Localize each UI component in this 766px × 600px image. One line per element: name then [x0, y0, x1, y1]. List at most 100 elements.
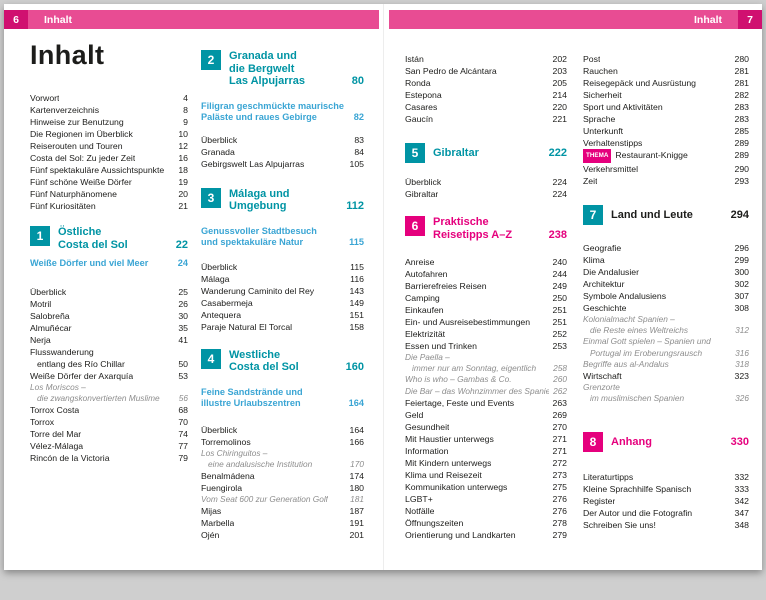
- toc-column-3: Istán 202 San Pedro de Alcántara 203 Ronda 20…: [405, 53, 567, 541]
- toc-entry-title: Fünf schöne Weiße Dörfer: [30, 177, 132, 187]
- toc-entry-page: 271: [552, 433, 568, 444]
- toc-entry-page: 221: [552, 114, 568, 124]
- toc-entry-page: 251: [552, 305, 568, 315]
- toc-entry-page: 276: [552, 505, 568, 516]
- toc-entry-title: Fünf Kuriositäten: [30, 201, 96, 211]
- toc-entry-page: 174: [349, 470, 365, 481]
- toc-entry-title: Estepona: [405, 90, 442, 100]
- toc-entry: Torre del Mar 74: [30, 428, 188, 440]
- toc-entry-page: 84: [354, 146, 364, 157]
- toc-entry: Anreise 240: [405, 256, 567, 268]
- toc-entry: Architektur 302: [583, 278, 749, 290]
- toc-entry-title: Nerja: [30, 334, 51, 345]
- toc-entry-title: Motril: [30, 298, 52, 309]
- subtitle-page: 164: [348, 398, 364, 408]
- toc-entry: Salobreña 30: [30, 310, 188, 322]
- toc-entry: Grenzorte im muslimischen Spanien 326: [583, 382, 749, 404]
- section-header: 2 Granada und die Bergwelt Las Alpujarras 80: [201, 50, 364, 88]
- toc-entry-page: 276: [552, 493, 568, 504]
- section-header: 5 Gibraltar 222: [405, 143, 567, 163]
- toc-entry-title: Barrierefreies Reisen: [405, 281, 487, 291]
- toc-entry: Estepona 214: [405, 89, 567, 101]
- section-title-line: Westliche: [229, 348, 281, 361]
- toc-entry: Sicherheit 282: [583, 89, 749, 101]
- toc-column-1: Vorwort 4 Kartenverzeichnis 8 Hinweise zur B…: [30, 92, 188, 464]
- toc-entry: San Pedro de Alcántara 203: [405, 65, 567, 77]
- toc-entry: Antequera 151: [201, 309, 364, 321]
- toc-entry-page: 187: [349, 506, 365, 517]
- spacer: [583, 232, 749, 242]
- toc-entry-page: 249: [552, 281, 568, 291]
- toc-entry: Benalmádena 174: [201, 470, 364, 482]
- toc-entry-title: Symbole Andalusiens: [583, 291, 667, 301]
- toc-entry-page: 269: [552, 409, 568, 420]
- section-title-line: Las Alpujarras: [229, 75, 306, 87]
- section-title-line: Östliche: [58, 226, 102, 238]
- toc-entry: Notfälle 276: [405, 505, 567, 517]
- toc-entry: Kleine Sprachhilfe Spanisch 333: [583, 483, 749, 495]
- toc-entry-page: 158: [349, 321, 365, 332]
- toc-entry-title: Torrox Costa: [30, 404, 80, 415]
- toc-entry-title: Begriffe aus al-Andalus: [583, 358, 669, 369]
- toc-entry-title: Mit Kindern unterwegs: [405, 457, 492, 468]
- toc-entry: Camping 250: [405, 292, 567, 304]
- toc-entry: Nerja 41: [30, 334, 188, 346]
- toc-entry-page: 21: [178, 201, 188, 211]
- toc-entry: Reisegepäck und Ausrüstung 281: [583, 77, 749, 89]
- toc-entry-title: Post: [583, 54, 601, 64]
- toc-entry-page: 271: [552, 445, 568, 456]
- section-title-line: Anhang: [611, 436, 652, 449]
- toc-entry: Los Chiringuitos – eine andalusische Inst…: [201, 448, 364, 470]
- toc-entry-page: 181: [350, 493, 364, 504]
- toc-entry-title: Antequera: [201, 309, 242, 320]
- toc-entry-title: Casabermeja: [201, 297, 253, 308]
- section-number-badge: 8: [583, 432, 603, 453]
- toc-entry-title: Weiße Dörfer der Axarquía: [30, 370, 134, 381]
- toc-entry-page: 201: [349, 530, 365, 541]
- toc-entry-page: 252: [552, 329, 568, 339]
- toc-entry: Überblick 115: [201, 261, 364, 273]
- toc-entry-page: 224: [552, 189, 568, 199]
- toc-entry-page: 50: [178, 358, 188, 369]
- toc-entry-page: 258: [553, 363, 567, 374]
- toc-entry: Vom Seat 600 zur Generation Golf 181: [201, 494, 364, 505]
- toc-entry-page: 270: [552, 421, 568, 432]
- toc-entry-title: Schreiben Sie uns!: [583, 520, 656, 531]
- toc-entry-page: 279: [552, 529, 568, 540]
- toc-entry-title: Los Chiringuitos –: [201, 447, 268, 458]
- toc-entry-page: 19: [178, 177, 188, 187]
- section-page: 330: [730, 436, 749, 449]
- toc-entry: Torremolinos 166: [201, 436, 364, 448]
- toc-entry: Überblick 83: [201, 134, 364, 146]
- spacer: [583, 187, 749, 203]
- toc-entry: Casares 220: [405, 101, 567, 113]
- toc-entry: Zeit 293: [583, 175, 749, 187]
- toc-entry: Granada 84: [201, 146, 364, 158]
- section-subtitle: Weiße Dörfer und viel Meer 24: [30, 258, 188, 270]
- section-title-line: Granada und: [229, 50, 297, 62]
- toc-entry-title: Vorwort: [30, 93, 60, 103]
- toc-entry-title: Einmal Gott spielen – Spanien und: [583, 336, 711, 347]
- thema-badge: THEMA: [583, 149, 612, 163]
- toc-entry-title: Überblick: [201, 134, 238, 145]
- toc-entry: Gebirgswelt Las Alpujarras 105: [201, 158, 364, 170]
- toc-entry-title: Fünf Naturphänomene: [30, 189, 117, 199]
- toc-entry-page: 10: [178, 129, 188, 139]
- toc-entry-page: 281: [734, 66, 750, 76]
- toc-entry-page: 180: [349, 482, 365, 493]
- toc-entry-page: 278: [552, 517, 568, 528]
- spacer: [405, 200, 567, 214]
- subtitle-page: 115: [349, 237, 364, 247]
- toc-entry-page: 53: [178, 370, 188, 381]
- section-number-badge: 6: [405, 216, 425, 236]
- toc-entry: Wirtschaft 323: [583, 370, 749, 382]
- spacer: [201, 333, 364, 347]
- toc-entry-page: 260: [553, 374, 567, 385]
- toc-entry-title: Vom Seat 600 zur Generation Golf: [201, 493, 328, 504]
- toc-entry-page: 83: [354, 134, 364, 145]
- toc-entry: Flusswanderung entlang des Río Chillar 50: [30, 346, 188, 370]
- toc-entry-page: 348: [734, 520, 750, 531]
- toc-entry: Ojén 201: [201, 529, 364, 541]
- toc-entry-page: 105: [349, 158, 365, 169]
- toc-entry: Die Regionen im Überblick 10: [30, 128, 188, 140]
